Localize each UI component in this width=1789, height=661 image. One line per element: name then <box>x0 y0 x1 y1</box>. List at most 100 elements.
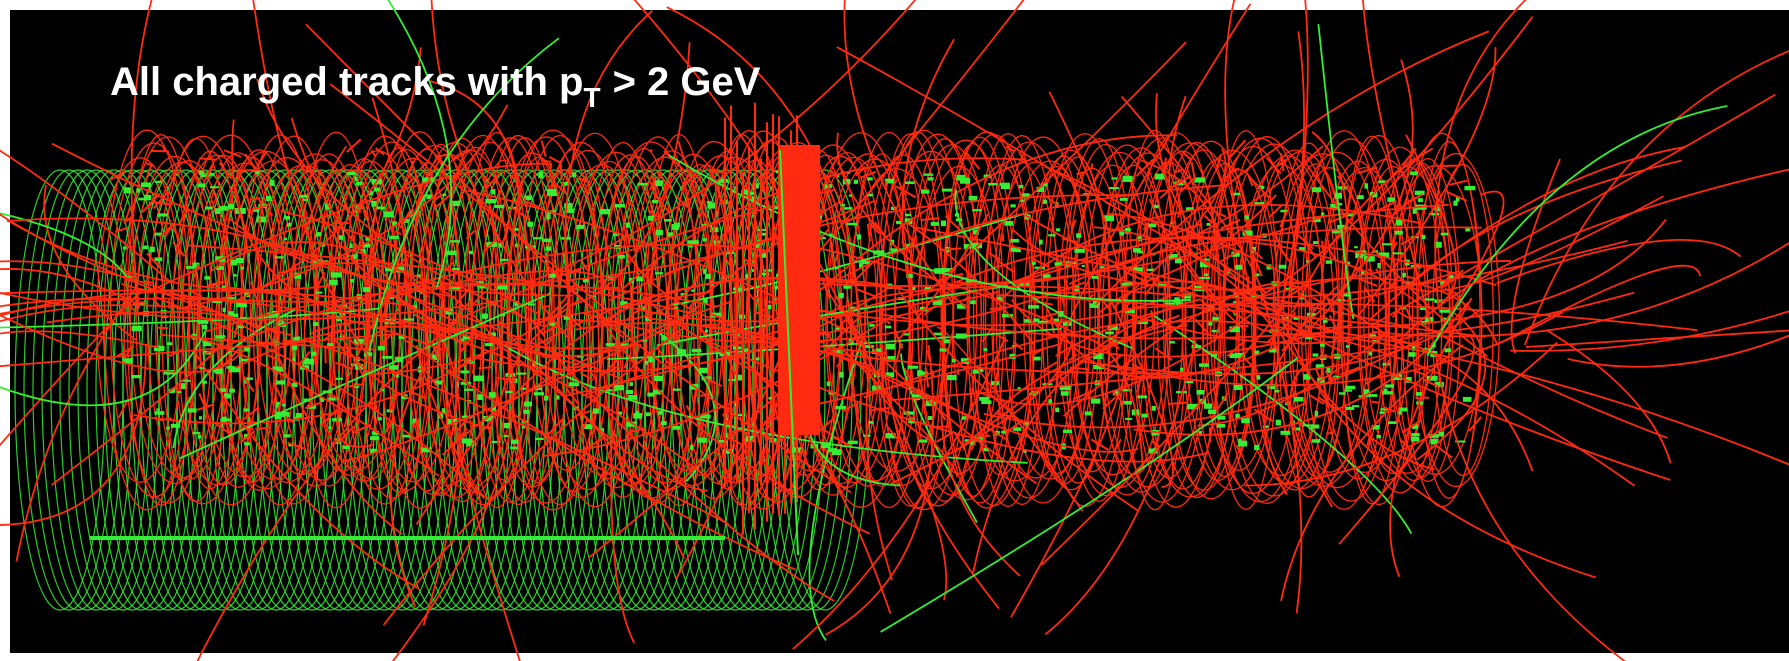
track-segment <box>1423 397 1429 398</box>
hit <box>705 274 711 279</box>
hit <box>564 203 572 208</box>
hit <box>453 201 461 206</box>
hit <box>1312 439 1320 443</box>
hit <box>1082 265 1085 267</box>
hit <box>491 189 495 194</box>
hit <box>283 434 290 437</box>
hit <box>228 204 234 209</box>
hit <box>1055 408 1059 413</box>
hit <box>255 171 259 174</box>
hit <box>625 223 630 228</box>
hit <box>960 178 970 184</box>
hit <box>244 442 250 445</box>
hit <box>1111 177 1117 179</box>
hit <box>492 441 501 443</box>
hit <box>276 380 285 384</box>
hit <box>1312 187 1322 192</box>
hit <box>1280 431 1290 435</box>
hit <box>1254 445 1259 450</box>
hit <box>1345 386 1355 390</box>
hit <box>913 287 916 290</box>
hit <box>1439 310 1450 313</box>
hit <box>1410 171 1418 175</box>
hit <box>656 230 663 235</box>
hit <box>654 180 663 186</box>
hit <box>1000 183 1010 186</box>
hit <box>886 344 895 350</box>
hit <box>839 293 844 298</box>
hit <box>972 209 982 211</box>
hit <box>572 172 576 176</box>
hit <box>523 410 529 414</box>
hit <box>223 308 226 312</box>
hit <box>827 381 831 386</box>
hit <box>154 411 164 415</box>
hit <box>266 196 271 201</box>
hit <box>1384 389 1388 394</box>
hit <box>535 438 544 440</box>
hit <box>229 366 240 372</box>
hit <box>1204 273 1208 276</box>
hit <box>615 204 625 208</box>
hit <box>533 237 543 239</box>
hit <box>141 182 151 187</box>
hit <box>547 189 556 195</box>
hit <box>934 333 942 336</box>
hit <box>917 370 923 375</box>
hit <box>547 214 551 220</box>
hit <box>371 201 376 207</box>
hit <box>1418 198 1423 202</box>
hit <box>1422 235 1426 239</box>
hit <box>637 183 647 185</box>
hit <box>1408 352 1415 357</box>
hit <box>1137 251 1143 253</box>
hit <box>905 214 911 217</box>
hit <box>511 440 518 444</box>
hit <box>542 239 551 242</box>
hit <box>331 272 342 277</box>
hit <box>1194 177 1205 182</box>
hit <box>1411 437 1419 442</box>
hit <box>1346 345 1349 348</box>
hit <box>1048 399 1052 403</box>
hit <box>672 224 680 230</box>
hit <box>311 352 316 356</box>
hit <box>473 376 484 382</box>
hit <box>138 198 149 201</box>
hit <box>633 413 642 419</box>
hit <box>516 373 526 375</box>
hit <box>525 196 532 199</box>
hit <box>1001 431 1006 434</box>
hit <box>1439 432 1444 437</box>
track-segment <box>1372 402 1380 403</box>
hit <box>284 216 290 220</box>
hit <box>970 300 976 304</box>
hit <box>1387 197 1394 202</box>
hit <box>1413 208 1417 214</box>
track-segment <box>1091 164 1092 169</box>
hit <box>758 229 767 231</box>
hit <box>136 188 140 192</box>
title-main: All charged tracks with p <box>110 60 583 104</box>
hit <box>1357 195 1364 199</box>
hit <box>673 389 681 391</box>
hit <box>1123 177 1131 182</box>
hit <box>762 233 767 236</box>
hit <box>655 272 663 274</box>
hit <box>356 182 363 185</box>
hit <box>328 426 331 428</box>
hit <box>282 404 286 407</box>
hit <box>1109 187 1119 189</box>
hit <box>697 438 706 443</box>
hit <box>1399 408 1407 412</box>
hit <box>403 435 411 438</box>
hit <box>1345 390 1352 392</box>
hit <box>1001 186 1010 189</box>
hit <box>382 356 392 359</box>
hit <box>157 213 168 216</box>
hit <box>618 255 625 259</box>
hit <box>1208 410 1216 414</box>
hit <box>1028 305 1039 308</box>
hit <box>1385 384 1394 387</box>
hit <box>904 181 915 184</box>
